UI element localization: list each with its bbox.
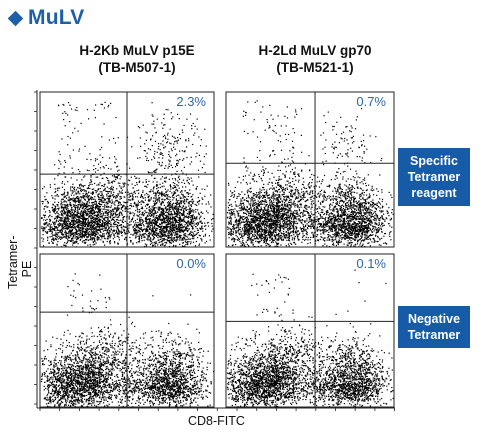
upper-right-percent: 0.0% — [176, 256, 206, 271]
upper-right-percent: 0.7% — [356, 94, 386, 109]
event-dots — [226, 269, 394, 407]
column-header-line1: H-2Kb MuLV p15E — [79, 43, 195, 58]
plot-panel: 2.3% — [39, 91, 215, 248]
x-axis — [37, 407, 396, 411]
column-header-line1: H-2Ld MuLV gp70 — [258, 43, 372, 58]
plot-panel: 0.0% — [39, 253, 215, 408]
row-label-line: Tetramer — [407, 328, 461, 342]
upper-right-percent: 0.1% — [356, 256, 386, 271]
column-header-gp70: H-2Ld MuLV gp70 (TB-M521-1) — [220, 42, 410, 76]
row-label-line: reagent — [411, 186, 457, 200]
page-title: MuLV — [28, 6, 85, 29]
row-label-specific-tetramer: Specific Tetramer reagent — [398, 148, 470, 206]
row-label-negative-tetramer: Negative Tetramer — [398, 306, 470, 348]
column-header-line2: (TB-M521-1) — [276, 60, 354, 75]
column-header-line2: (TB-M507-1) — [98, 60, 176, 75]
x-axis-label: CD8-FITC — [188, 414, 245, 428]
plot-panel: 0.7% — [225, 91, 395, 248]
page-header: MuLV — [4, 4, 84, 32]
row-label-line: Tetramer — [407, 170, 461, 184]
upper-right-percent: 2.3% — [176, 94, 206, 109]
plot-panel: 0.1% — [225, 253, 395, 408]
column-header-p15e: H-2Kb MuLV p15E (TB-M507-1) — [42, 42, 232, 76]
y-axis — [34, 90, 38, 408]
row-label-line: Negative — [407, 312, 461, 326]
event-dots — [226, 100, 394, 247]
row-label-line: Specific — [410, 154, 458, 168]
event-dots — [41, 101, 214, 247]
event-dots — [40, 273, 214, 407]
